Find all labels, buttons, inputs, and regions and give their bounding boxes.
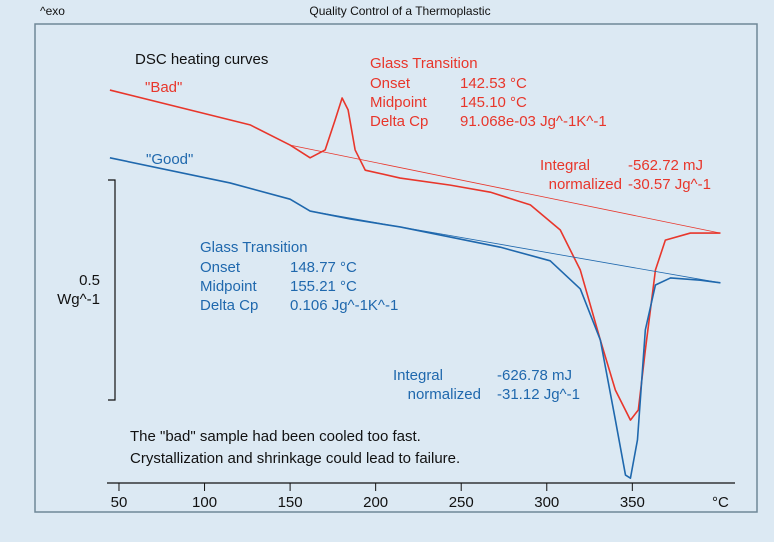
x-tick-label: 200: [363, 494, 388, 511]
series-line: [109, 89, 721, 421]
annotation: 155.21 °C: [290, 278, 357, 295]
scale-bar-value: 0.5: [79, 272, 100, 289]
exo-label: ^exo: [40, 4, 65, 18]
series-label: "Bad": [145, 79, 182, 96]
annotation: Delta Cp: [200, 297, 258, 314]
annotation: 91.068e-03 Jg^-1K^-1: [460, 113, 607, 130]
annotation: Integral: [540, 157, 590, 174]
annotation: Glass Transition: [200, 239, 308, 256]
annotation: -30.57 Jg^-1: [628, 176, 711, 193]
annotation: Midpoint: [370, 94, 428, 111]
annotation: -626.78 mJ: [497, 367, 572, 384]
annotation: Onset: [370, 75, 411, 92]
annotation: 142.53 °C: [460, 75, 527, 92]
series-line: [109, 157, 721, 479]
scale-bar: [108, 179, 116, 401]
x-tick-label: 250: [449, 494, 474, 511]
subtitle: DSC heating curves: [135, 51, 268, 68]
annotation: -562.72 mJ: [628, 157, 703, 174]
x-tick-label: 300: [534, 494, 559, 511]
annotation: Midpoint: [200, 278, 258, 295]
good-glass-annotation: Glass Transition Onset 148.77 °C Midpoin…: [200, 239, 580, 403]
note: Crystallization and shrinkage could lead…: [130, 450, 460, 467]
bad-glass-annotation: Glass Transition Onset 142.53 °C Midpoin…: [370, 55, 711, 193]
annotation: 0.106 Jg^-1K^-1: [290, 297, 398, 314]
x-tick-label: 50: [111, 494, 128, 511]
series-label: "Good": [146, 151, 193, 168]
annotation: 145.10 °C: [460, 94, 527, 111]
chart-title: Quality Control of a Thermoplastic: [309, 4, 490, 18]
x-tick-label: 100: [192, 494, 217, 511]
x-tick-label: 150: [278, 494, 303, 511]
annotation: Glass Transition: [370, 55, 478, 72]
scale-bar-unit: Wg^-1: [57, 291, 100, 308]
x-tick-label: 350: [620, 494, 645, 511]
x-unit: °C: [712, 494, 729, 511]
baseline: [290, 144, 721, 234]
annotation: -31.12 Jg^-1: [497, 386, 580, 403]
annotation: Onset: [200, 259, 241, 276]
annotation: 148.77 °C: [290, 259, 357, 276]
annotation: Integral: [393, 367, 443, 384]
annotation: normalized: [408, 386, 481, 403]
plot-frame: [34, 23, 758, 513]
annotation: Delta Cp: [370, 113, 428, 130]
annotation: normalized: [549, 176, 622, 193]
note: The "bad" sample had been cooled too fas…: [130, 428, 421, 445]
